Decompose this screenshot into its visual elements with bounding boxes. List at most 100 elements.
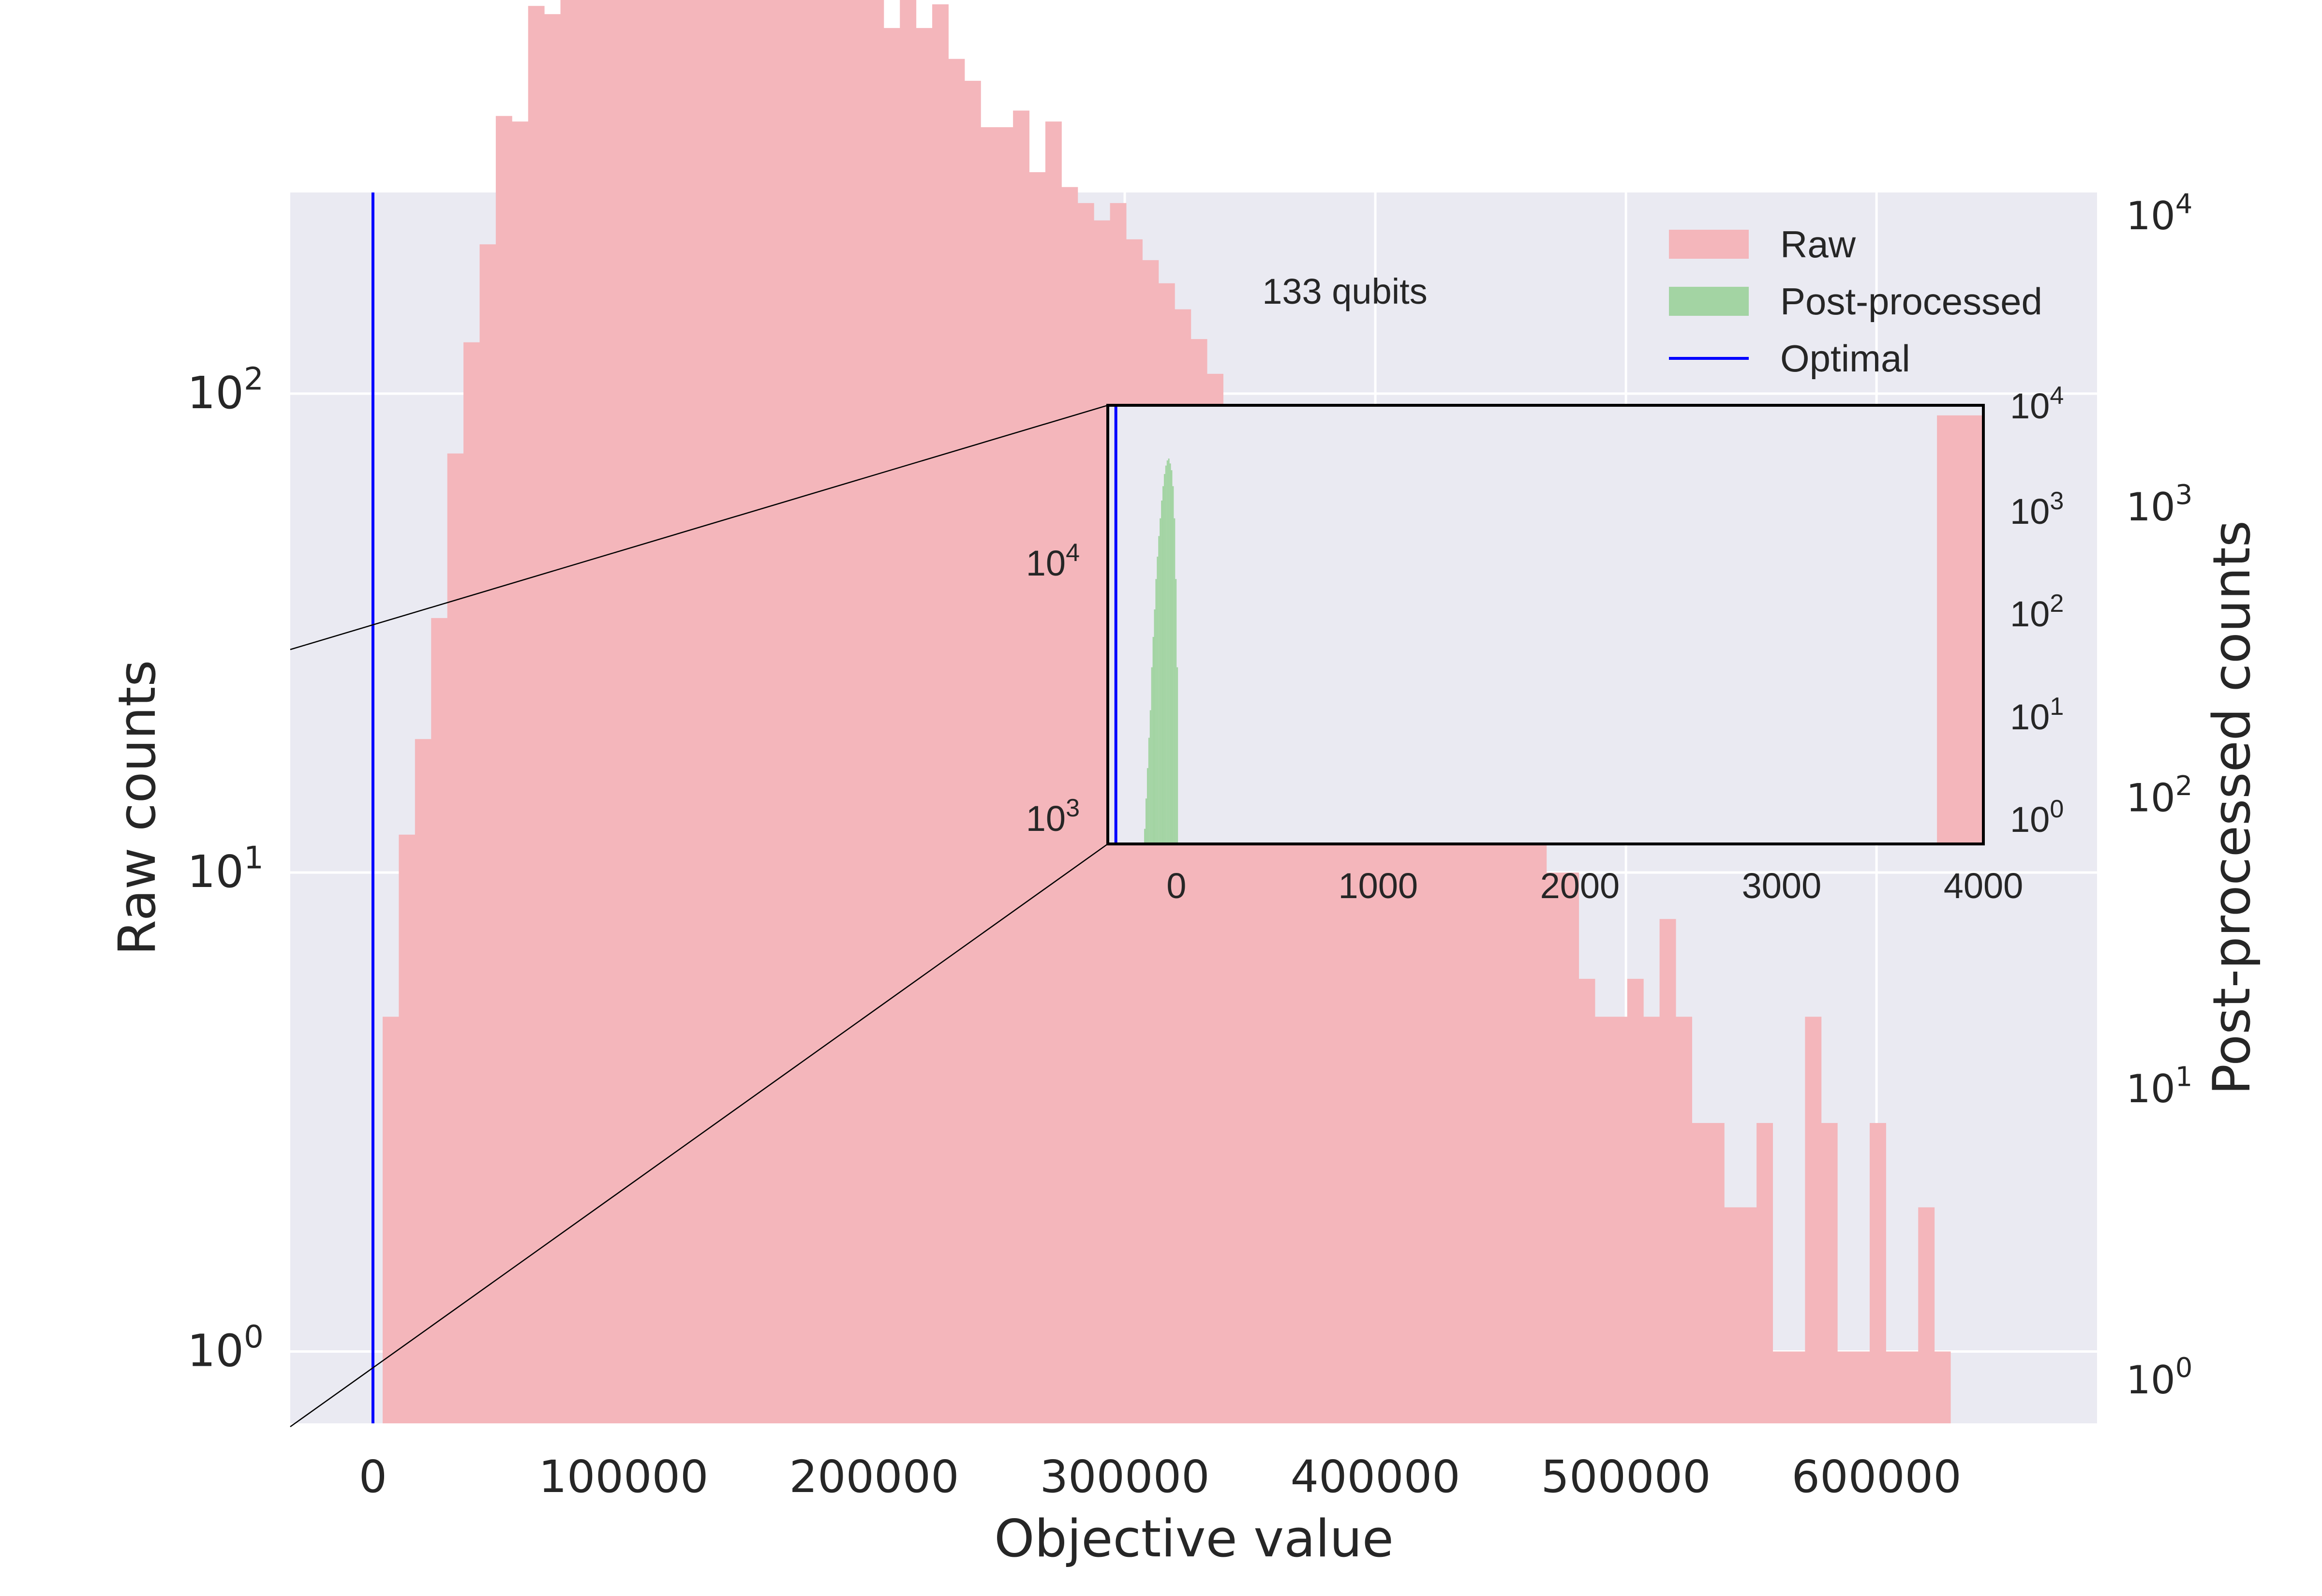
post-processed-bar — [1166, 460, 1168, 844]
inset-x-tick-label: 1000 — [1339, 866, 1418, 906]
x-tick-label: 400000 — [1290, 1451, 1460, 1503]
raw-bar — [1853, 1351, 1870, 1423]
raw-bar — [1514, 788, 1531, 1423]
raw-bar — [657, 0, 674, 1423]
raw-bar — [479, 244, 496, 1424]
raw-bar — [1465, 788, 1482, 1423]
raw-bar — [593, 0, 610, 1423]
raw-bar — [883, 28, 900, 1423]
x-tick-label: 600000 — [1792, 1451, 1962, 1503]
y-axis-left-label: Raw counts — [107, 660, 167, 956]
raw-bar — [1061, 187, 1078, 1423]
raw-bar — [1045, 121, 1062, 1423]
post-processed-bar — [1165, 465, 1167, 844]
raw-bar — [1563, 872, 1579, 1423]
inset-x-tick-label: 0 — [1166, 866, 1186, 906]
post-processed-bar — [1148, 738, 1150, 844]
raw-bar — [1708, 1123, 1725, 1423]
inset-x-tick-label: 3000 — [1742, 866, 1822, 906]
raw-bar — [576, 0, 593, 1423]
raw-bar — [1627, 978, 1644, 1423]
raw-bar — [835, 0, 852, 1423]
raw-bar — [706, 0, 723, 1423]
raw-bar — [1869, 1123, 1886, 1423]
raw-bar — [803, 0, 819, 1424]
raw-bar — [431, 618, 448, 1423]
inset-left-tick-label: 103 — [1026, 794, 1080, 839]
raw-bar — [1029, 172, 1046, 1424]
post-processed-bar — [1155, 579, 1157, 844]
legend-swatch — [1669, 287, 1749, 316]
raw-bar — [900, 0, 917, 1424]
raw-bar — [964, 81, 981, 1423]
raw-bar — [1772, 1351, 1789, 1423]
raw-bar — [1530, 834, 1547, 1423]
post-processed-bar — [1174, 518, 1176, 844]
x-tick-label: 0 — [359, 1451, 387, 1503]
inset-x-tick-label: 4000 — [1944, 866, 2024, 906]
x-tick-label: 500000 — [1541, 1451, 1711, 1503]
raw-bar — [770, 0, 787, 1423]
raw-bar — [528, 6, 545, 1424]
raw-bar — [1886, 1351, 1903, 1423]
post-processed-bar — [1175, 579, 1177, 844]
raw-bar — [1546, 872, 1563, 1423]
raw-bar — [673, 0, 690, 1424]
post-processed-bar — [1171, 470, 1173, 844]
raw-bar — [1934, 1351, 1951, 1423]
inset-right-tick-label: 102 — [2010, 590, 2064, 634]
inset-right-tick-label: 103 — [2010, 487, 2064, 532]
raw-bar — [1740, 1207, 1757, 1423]
post-processed-bar — [1162, 486, 1164, 844]
post-processed-bar — [1169, 463, 1171, 844]
y-right-tick-label: 100 — [2126, 1352, 2192, 1403]
raw-bar — [1643, 1017, 1660, 1423]
post-processed-bar — [1151, 667, 1153, 844]
raw-bar — [382, 1017, 399, 1423]
y-right-tick-label: 104 — [2126, 189, 2192, 239]
zoom-connector-line — [290, 843, 1108, 1428]
post-processed-bar — [1161, 500, 1163, 844]
raw-bar — [1788, 1351, 1805, 1423]
y-left-tick-label: 101 — [187, 840, 264, 898]
raw-bar — [1659, 919, 1676, 1423]
y-axis-right-label: Post-processed counts — [2202, 520, 2262, 1095]
raw-bar — [463, 342, 480, 1423]
y-left-tick-label: 100 — [187, 1319, 264, 1377]
raw-bar — [916, 28, 933, 1423]
raw-bar — [1902, 1351, 1919, 1423]
raw-bar — [495, 116, 512, 1423]
inset-plot-area — [1108, 405, 1983, 844]
post-processed-bar — [1176, 667, 1178, 844]
post-processed-bar — [1149, 710, 1151, 844]
raw-bar — [787, 0, 804, 1424]
raw-bar — [1918, 1207, 1935, 1423]
raw-bar — [512, 121, 529, 1423]
raw-bar — [1594, 1017, 1611, 1423]
raw-bar — [1821, 1123, 1838, 1423]
post-processed-bar — [1157, 556, 1159, 844]
inset-left-tick-label: 104 — [1026, 539, 1080, 583]
qubit-annotation: 133 qubits — [1262, 271, 1428, 311]
legend-label: Post-processed — [1780, 280, 2042, 323]
y-right-tick-label: 101 — [2126, 1061, 2192, 1111]
raw-bar — [1498, 834, 1515, 1423]
raw-bar — [722, 0, 739, 1424]
y-axis-right-ticks: 100 101 102 103 104 — [2126, 189, 2192, 1403]
legend-label: Optimal — [1780, 337, 1910, 380]
post-processed-bar — [1154, 609, 1156, 844]
raw-bar — [1676, 1017, 1692, 1423]
x-tick-label: 200000 — [789, 1451, 959, 1503]
raw-bar — [1805, 1017, 1822, 1423]
raw-bar — [399, 834, 416, 1423]
post-processed-bar — [1146, 768, 1148, 844]
x-tick-label: 100000 — [538, 1451, 708, 1503]
post-processed-bar — [1152, 636, 1154, 844]
raw-bar — [560, 0, 577, 1423]
raw-bar — [1837, 1351, 1854, 1423]
x-axis-label: Objective value — [994, 1509, 1394, 1568]
legend: Raw Post-processed Optimal — [1669, 223, 2042, 380]
legend-swatch — [1669, 230, 1749, 259]
